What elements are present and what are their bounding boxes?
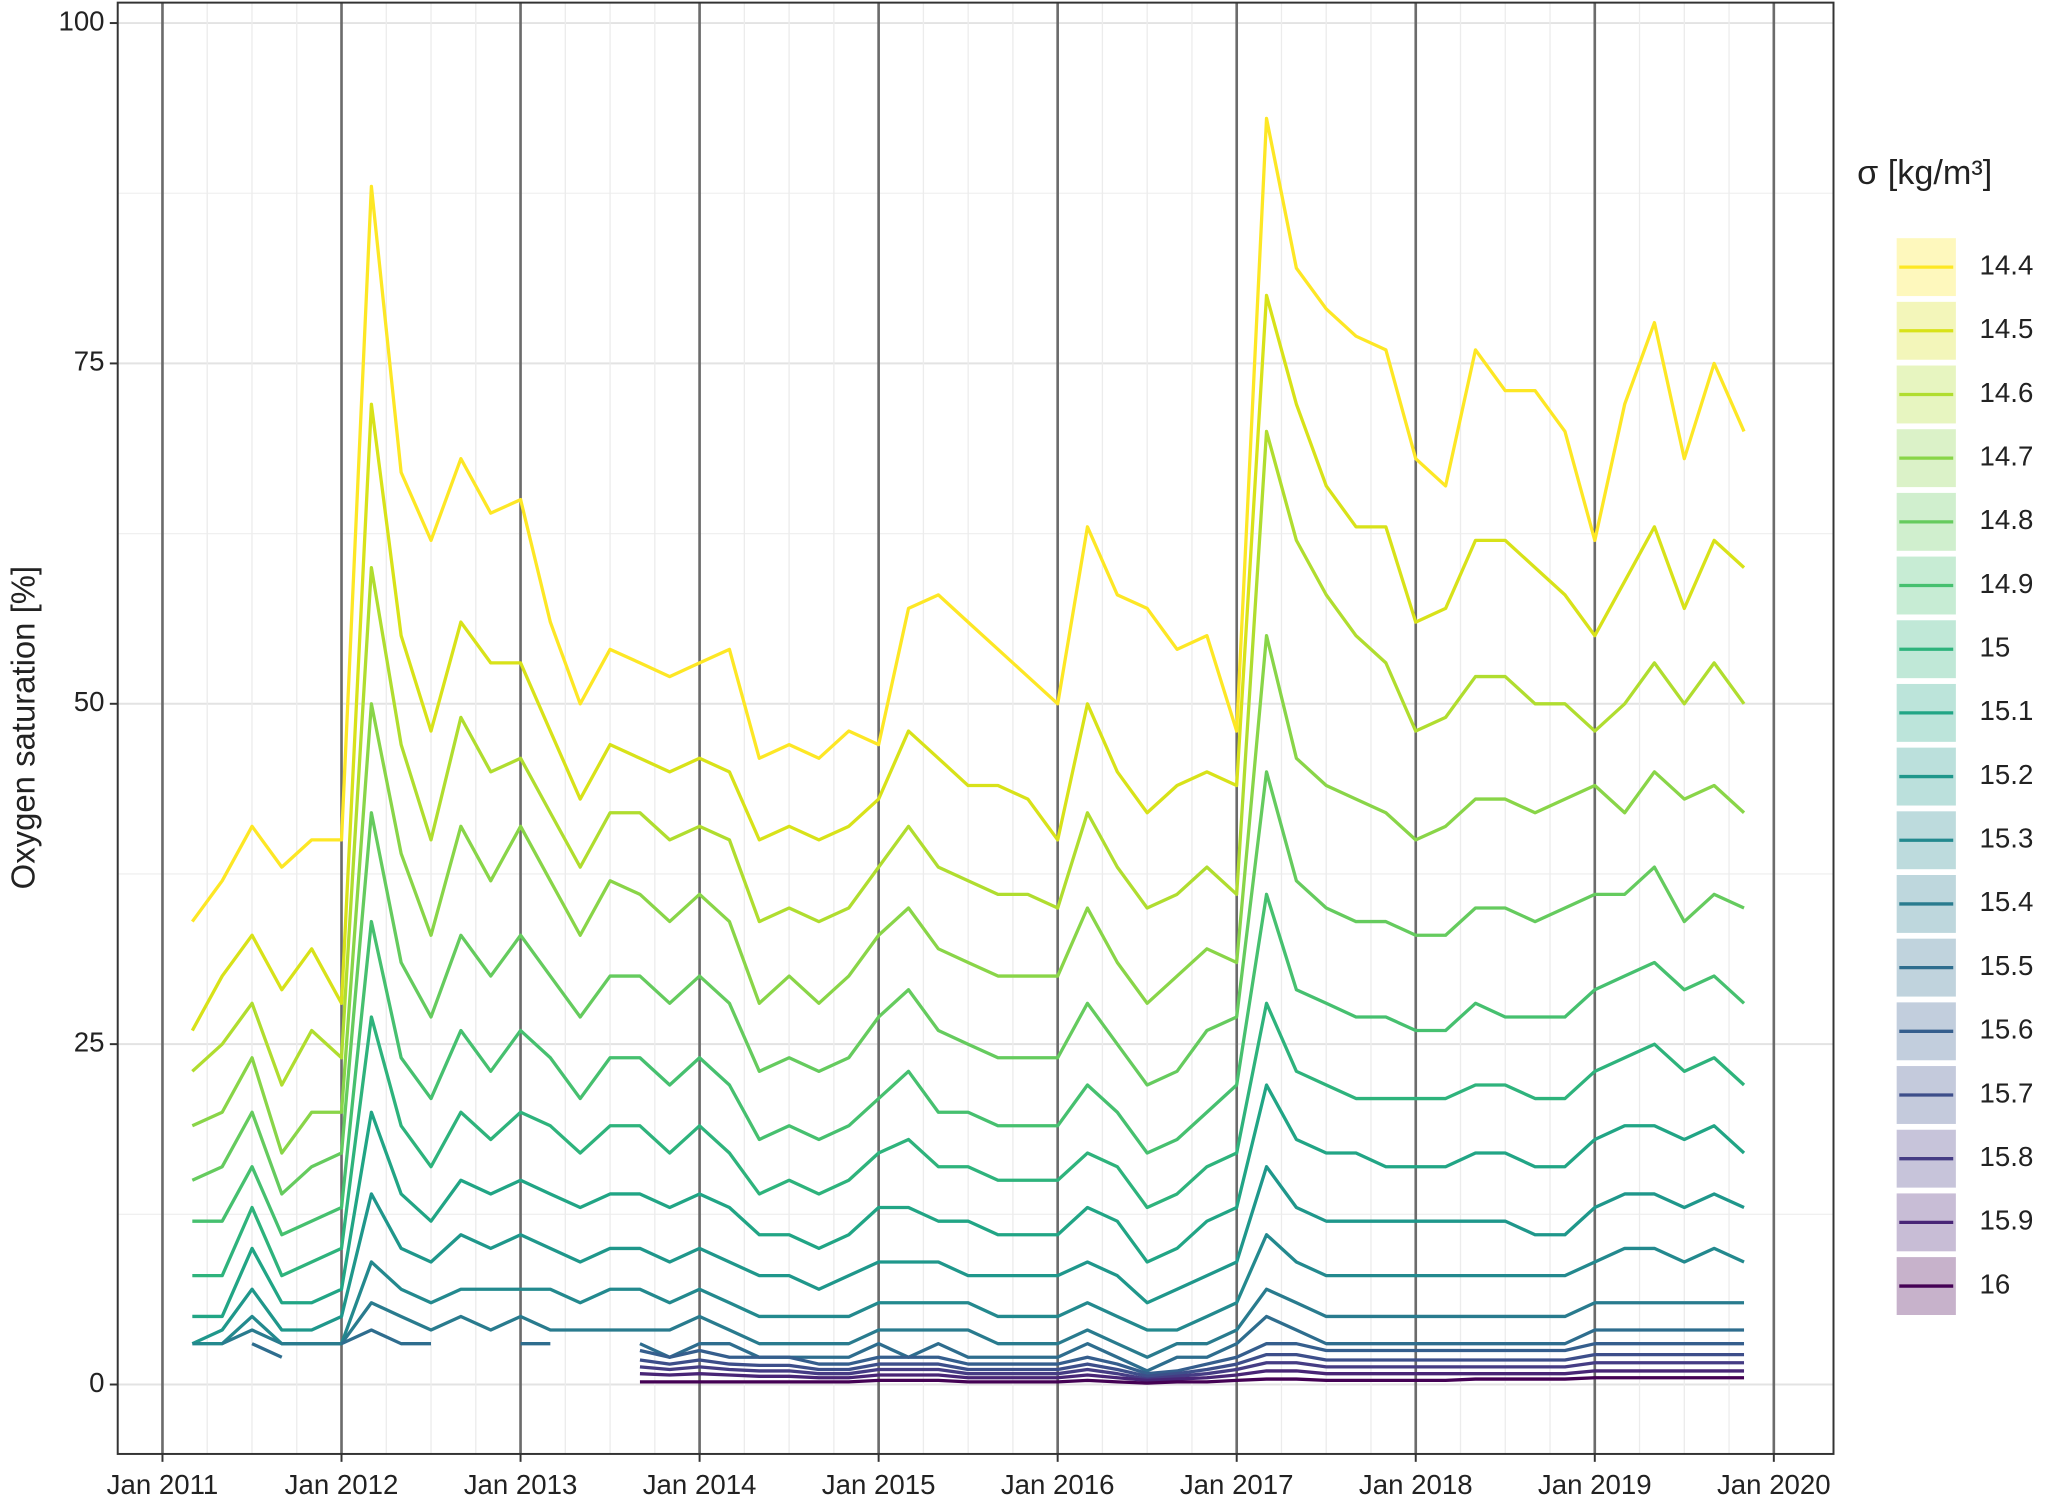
- data-line: [192, 892, 1746, 1237]
- data-line: [639, 1376, 1745, 1385]
- legend-label: 15: [1980, 632, 2011, 663]
- legend-label: 15.6: [1980, 1014, 2034, 1045]
- x-tick-label: Jan 2020: [1717, 1469, 1831, 1500]
- y-tick-label: 50: [74, 686, 105, 717]
- x-tick-label: Jan 2014: [643, 1469, 757, 1500]
- x-tick-label: Jan 2011: [107, 1469, 219, 1500]
- legend-title: σ [kg/m³]: [1857, 154, 1992, 192]
- legend-label: 15.8: [1980, 1141, 2034, 1172]
- x-tick-label: Jan 2012: [285, 1469, 399, 1500]
- x-tick-label: Jan 2015: [822, 1469, 936, 1500]
- legend: 14.4 14.5 14.6 14.7 14.8 14.9 15 15.1 15.2 15.3 15…: [1896, 238, 2034, 1315]
- data-line: [251, 1314, 1745, 1373]
- data-line: [190, 293, 1746, 1032]
- data-line: [192, 1233, 1745, 1346]
- x-tick-label: Jan 2016: [1001, 1469, 1115, 1500]
- y-tick-label: 25: [74, 1026, 105, 1057]
- data-line: [639, 1369, 1745, 1383]
- legend-label: 15.1: [1980, 695, 2034, 726]
- panel-border: [116, 1, 1835, 1455]
- legend-label: 15.5: [1980, 950, 2034, 981]
- x-tick-label: Jan 2017: [1180, 1469, 1294, 1500]
- y-axis-title: Oxygen saturation [%]: [4, 566, 41, 889]
- legend-label: 14.4: [1980, 249, 2034, 280]
- data-line: [639, 1342, 1745, 1376]
- data-line: [639, 1361, 1745, 1381]
- x-tick-label: Jan 2018: [1359, 1469, 1473, 1500]
- y-tick-label: 0: [89, 1367, 104, 1398]
- data-line: [191, 634, 1746, 1155]
- legend-label: 15.9: [1980, 1205, 2034, 1236]
- data-line: [191, 429, 1746, 1087]
- legend-label: 15.3: [1980, 823, 2034, 854]
- legend-label: 15.4: [1980, 886, 2034, 917]
- data-line: [190, 116, 1746, 923]
- legend-label: 14.5: [1980, 313, 2034, 344]
- legend-label: 15.2: [1980, 759, 2034, 790]
- grid: [117, 2, 1834, 1454]
- data-line: [192, 1001, 1746, 1278]
- legend-label: 16: [1980, 1268, 2011, 1299]
- legend-label: 14.8: [1980, 504, 2034, 535]
- legend-label: 15.7: [1980, 1077, 2034, 1108]
- x-tick-label: Jan 2019: [1538, 1469, 1652, 1500]
- plot-lines: [190, 116, 1746, 1385]
- legend-label: 14.9: [1980, 568, 2034, 599]
- y-tick-label: 75: [74, 346, 105, 377]
- axes: 0 25 50 75 100 Jan 2011 Jan 2012 Jan 2013 Jan 20…: [58, 5, 1830, 1500]
- data-line: [221, 1287, 1745, 1359]
- data-line: [191, 770, 1745, 1196]
- data-line: [639, 1352, 1745, 1378]
- data-line: [192, 1083, 1746, 1319]
- x-tick-label: Jan 2013: [464, 1469, 578, 1500]
- y-tick-label: 100: [58, 5, 104, 36]
- legend-label: 14.6: [1980, 377, 2034, 408]
- legend-label: 14.7: [1980, 440, 2034, 471]
- data-line: [191, 1165, 1745, 1346]
